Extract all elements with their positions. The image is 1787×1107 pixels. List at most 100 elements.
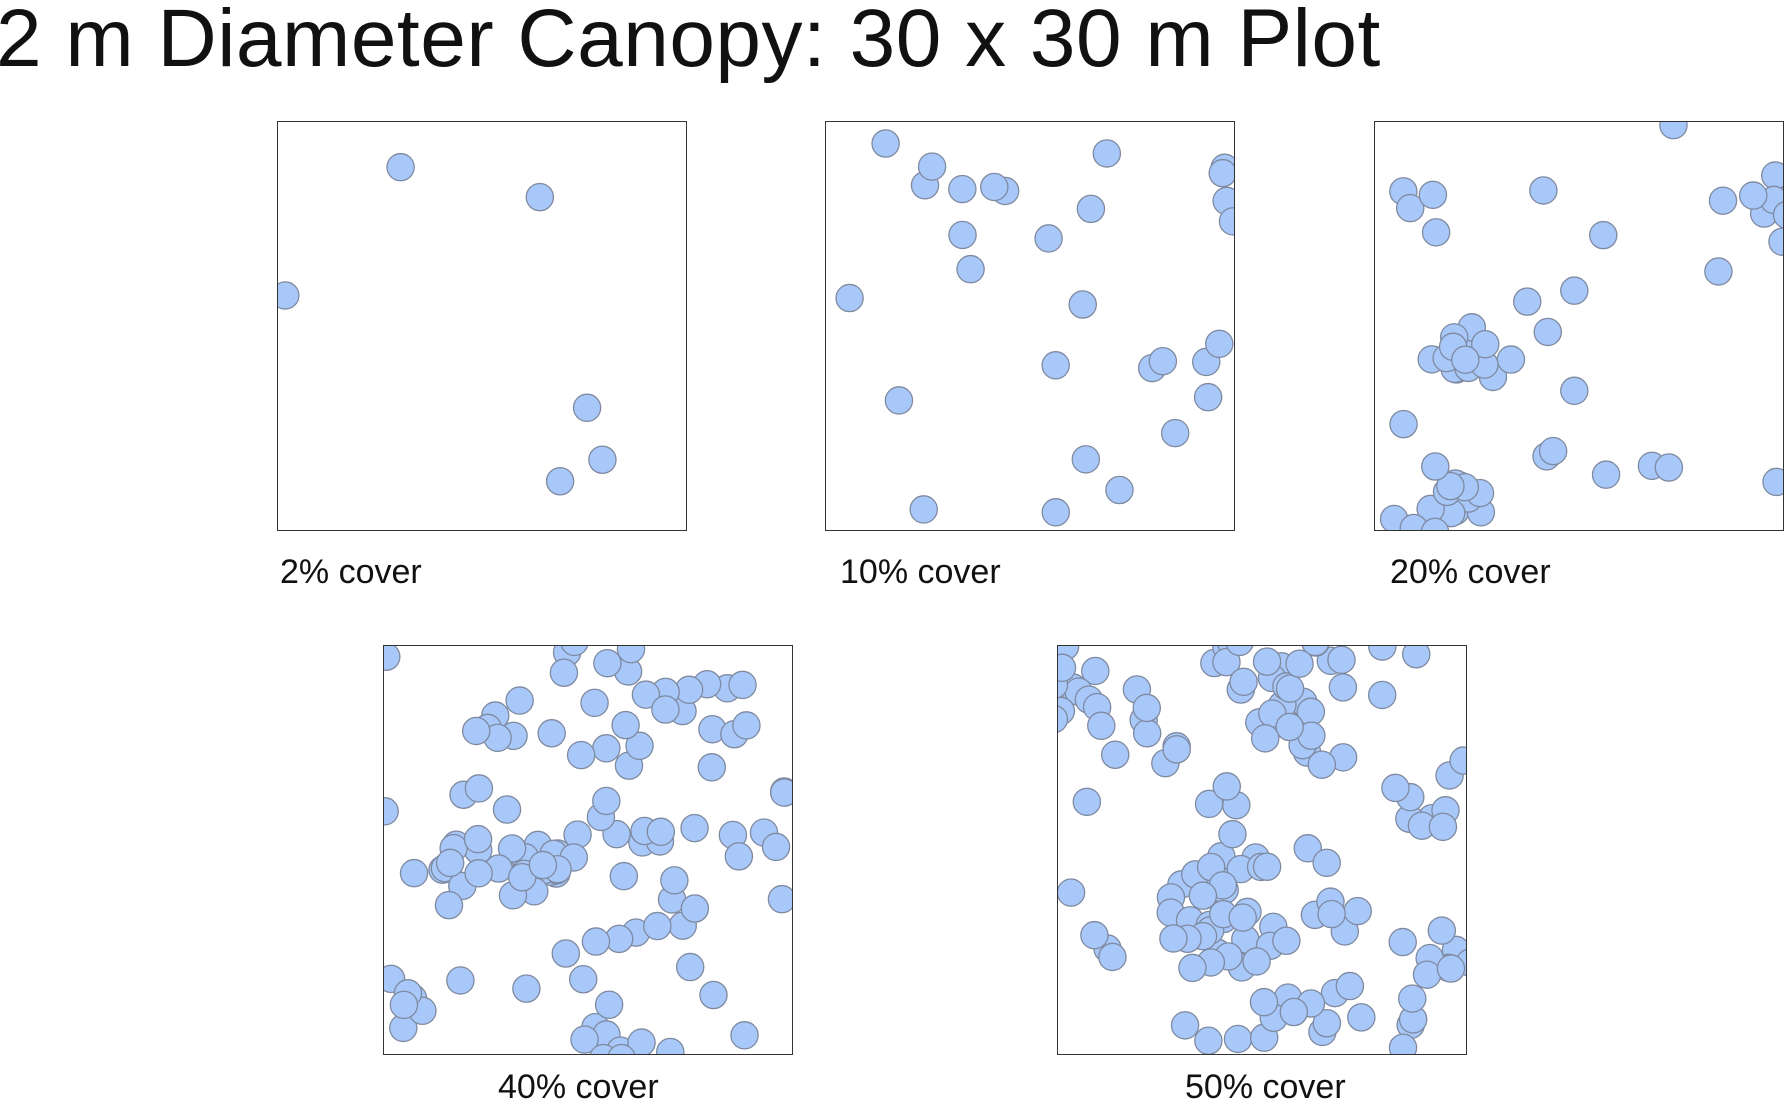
canopy-circle [1208,158,1234,188]
canopy-circle [1218,207,1234,236]
canopy-circle [1347,1003,1376,1032]
canopy-plot-50-percent [1058,646,1466,1054]
canopy-circle [1395,193,1425,223]
canopy-circle [625,731,654,761]
canopy-circle [568,965,598,994]
canopy-circle [1451,345,1480,374]
canopy-circle [1250,724,1280,753]
canopy-circle [1229,667,1258,697]
canopy-circle [835,283,864,313]
canopy-circle [1041,498,1071,527]
canopy-circle [1412,960,1442,989]
canopy-plot-40-percent [384,646,792,1054]
canopy-circle [399,858,429,888]
canopy-circle [1654,453,1684,482]
canopy-circle [1659,122,1688,140]
canopy-circle [660,866,689,895]
canopy-circle [1307,750,1337,779]
canopy-circle [1252,647,1282,676]
canopy-circle [631,680,661,709]
plot-40-percent-cover [383,645,793,1055]
canopy-circle [1427,916,1457,945]
canopy-circle [384,646,401,671]
canopy-circle [1058,653,1077,683]
canopy-circle [384,797,399,826]
canopy-circle [1212,772,1242,801]
canopy-circle [627,1028,656,1054]
canopy-circle [917,152,947,181]
canopy-circle [1388,1033,1418,1054]
canopy-circle [580,688,609,718]
canopy-circle [1381,773,1410,803]
canopy-circle [549,658,579,688]
canopy-circle [497,834,527,863]
canopy-circle [1312,848,1341,878]
canopy-circle [1312,1009,1342,1038]
canopy-circle [1058,878,1086,907]
canopy-circle [761,832,791,862]
canopy-circle [389,990,419,1020]
canopy-circle [871,129,900,158]
canopy-circle [1034,224,1063,253]
canopy-circle [537,719,566,748]
canopy-circle [1418,180,1448,210]
canopy-circle [1098,942,1127,972]
canopy-circle [1327,646,1356,675]
canopy-circle [1538,436,1568,466]
canopy-circle [512,974,541,1003]
caption-50-percent: 50% cover [1185,1068,1346,1106]
canopy-circle [1591,460,1621,489]
canopy-circle [1772,201,1783,229]
canopy-circle [1071,445,1101,474]
canopy-circle [1589,220,1618,250]
canopy-circle [592,786,621,816]
canopy-circle [1188,881,1218,910]
canopy-circle [646,817,676,847]
canopy-circle [1368,646,1397,661]
canopy-circle [570,1025,599,1054]
canopy-circle [728,670,757,700]
canopy-circle [1760,161,1783,190]
canopy-circle [1132,693,1162,723]
caption-10-percent: 10% cover [840,553,1001,591]
canopy-circle [1170,1011,1200,1040]
canopy-circle [1218,819,1247,849]
canopy-circle [1293,834,1323,863]
canopy-circle [1560,376,1589,406]
canopy-circle [1087,711,1116,741]
canopy-circle [1228,903,1257,932]
canopy-circle [1068,290,1097,319]
canopy-circle [730,1021,759,1050]
canopy-circle [675,952,705,982]
canopy-circle [651,695,680,724]
canopy-circle [1436,471,1465,501]
caption-2-percent: 2% cover [280,553,422,591]
canopy-circle [1343,896,1372,926]
canopy-circle [1275,712,1304,742]
canopy-circle [724,842,754,871]
canopy-circle [386,152,415,182]
canopy-circle [1317,899,1346,929]
canopy-circle [1242,947,1271,976]
canopy-plot-2-percent [278,152,617,496]
canopy-circle [592,734,621,763]
canopy-circle [560,646,589,657]
canopy-circle [1148,346,1178,376]
canopy-circle [1252,852,1282,881]
canopy-circle [609,861,639,891]
canopy-circle [1449,746,1466,775]
canopy-circle [492,795,522,824]
canopy-circle [956,254,985,284]
canopy-circle [1081,656,1110,686]
canopy-circle [581,927,611,956]
canopy-circle [1223,1024,1253,1054]
canopy-circle [1160,418,1190,448]
canopy-circle [1367,680,1397,710]
canopy-circle [505,686,534,715]
canopy-circle [1194,789,1224,819]
canopy-circle [1132,719,1162,748]
diagram-title: 2 m Diameter Canopy: 30 x 30 m Plot [0,0,1381,84]
caption-20-percent: 20% cover [1390,553,1551,591]
canopy-circle [1708,186,1738,215]
canopy-circle [1279,997,1309,1027]
